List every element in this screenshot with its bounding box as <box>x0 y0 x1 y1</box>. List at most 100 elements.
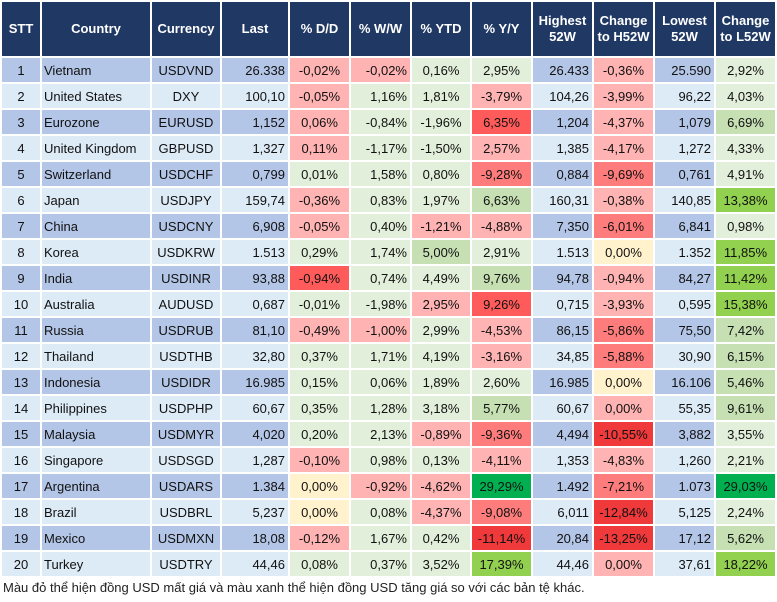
table-row[interactable]: 1 Vietnam USDVND 26.338 -0,02% -0,02% 0,16% 2,9… <box>0 56 777 84</box>
cell-yy: -3,16% <box>470 342 533 370</box>
cell-ch-h52: -7,21% <box>592 472 655 500</box>
header-l52[interactable]: Lowest 52W <box>653 0 716 58</box>
cell-last: 0,799 <box>220 160 290 188</box>
header-ww[interactable]: % W/W <box>349 0 412 58</box>
cell-l52: 0,761 <box>653 160 716 188</box>
cell-ch-h52: -3,93% <box>592 290 655 318</box>
cell-ytd: 3,52% <box>410 550 472 578</box>
cell-h52: 60,67 <box>531 394 594 422</box>
header-stt[interactable]: STT <box>0 0 42 58</box>
cell-ch-h52: -10,55% <box>592 420 655 448</box>
table-row[interactable]: 4 United Kingdom GBPUSD 1,327 0,11% -1,17% -1,… <box>0 134 777 162</box>
table-row[interactable]: 12 Thailand USDTHB 32,80 0,37% 1,71% 4,19% -3,1… <box>0 342 777 370</box>
cell-currency: USDKRW <box>150 238 222 266</box>
cell-ch-h52: 0,00% <box>592 238 655 266</box>
header-h52[interactable]: Highest 52W <box>531 0 594 58</box>
cell-dd: 0,00% <box>288 498 351 526</box>
cell-ww: -1,98% <box>349 290 412 318</box>
table-row[interactable]: 16 Singapore USDSGD 1,287 -0,10% 0,98% 0,13% -4… <box>0 446 777 474</box>
cell-l52: 140,85 <box>653 186 716 214</box>
cell-ww: -0,84% <box>349 108 412 136</box>
table-row[interactable]: 7 China USDCNY 6,908 -0,05% 0,40% -1,21% -4,88%… <box>0 212 777 240</box>
cell-ww: 0,74% <box>349 264 412 292</box>
cell-h52: 34,85 <box>531 342 594 370</box>
cell-yy: -3,79% <box>470 82 533 110</box>
cell-l52: 25.590 <box>653 56 716 84</box>
cell-ch-h52: -6,01% <box>592 212 655 240</box>
cell-ch-h52: -0,38% <box>592 186 655 214</box>
cell-stt: 12 <box>0 342 42 370</box>
cell-currency: EURUSD <box>150 108 222 136</box>
cell-dd: 0,37% <box>288 342 351 370</box>
table-row[interactable]: 11 Russia USDRUB 81,10 -0,49% -1,00% 2,99% -4,5… <box>0 316 777 344</box>
table-row[interactable]: 2 United States DXY 100,10 -0,05% 1,16% 1,81% -… <box>0 82 777 110</box>
table-row[interactable]: 15 Malaysia USDMYR 4,020 0,20% 2,13% -0,89% -9,… <box>0 420 777 448</box>
table-row[interactable]: 6 Japan USDJPY 159,74 -0,36% 0,83% 1,97% 6,63% 1… <box>0 186 777 214</box>
table-row[interactable]: 9 India USDINR 93,88 -0,94% 0,74% 4,49% 9,76% 94… <box>0 264 777 292</box>
cell-ytd: 3,18% <box>410 394 472 422</box>
header-dd[interactable]: % D/D <box>288 0 351 58</box>
header-ch-h52[interactable]: Change to H52W <box>592 0 655 58</box>
cell-dd: 0,08% <box>288 550 351 578</box>
table-row[interactable]: 8 Korea USDKRW 1.513 0,29% 1,74% 5,00% 2,91% 1.5… <box>0 238 777 266</box>
cell-last: 18,08 <box>220 524 290 552</box>
cell-country: Korea <box>40 238 152 266</box>
table-row[interactable]: 14 Philippines USDPHP 60,67 0,35% 1,28% 3,18% 5… <box>0 394 777 422</box>
table-row[interactable]: 3 Eurozone EURUSD 1,152 0,06% -0,84% -1,96% 6,3… <box>0 108 777 136</box>
cell-stt: 18 <box>0 498 42 526</box>
cell-h52: 1,204 <box>531 108 594 136</box>
header-yy[interactable]: % Y/Y <box>470 0 533 58</box>
table-row[interactable]: 13 Indonesia USDIDR 16.985 0,15% 0,06% 1,89% 2,… <box>0 368 777 396</box>
table-row[interactable]: 5 Switzerland USDCHF 0,799 0,01% 1,58% 0,80% -9… <box>0 160 777 188</box>
cell-ytd: 2,95% <box>410 290 472 318</box>
cell-ch-l52: 11,42% <box>714 264 777 292</box>
cell-stt: 8 <box>0 238 42 266</box>
header-currency[interactable]: Currency <box>150 0 222 58</box>
header-ch-l52[interactable]: Change to L52W <box>714 0 777 58</box>
cell-dd: -0,02% <box>288 56 351 84</box>
cell-ch-l52: 0,98% <box>714 212 777 240</box>
cell-currency: USDMXN <box>150 524 222 552</box>
cell-stt: 3 <box>0 108 42 136</box>
table-row[interactable]: 10 Australia AUDUSD 0,687 -0,01% -1,98% 2,95% 9… <box>0 290 777 318</box>
cell-yy: -9,28% <box>470 160 533 188</box>
cell-ytd: 1,97% <box>410 186 472 214</box>
cell-ytd: 0,13% <box>410 446 472 474</box>
footnote: Màu đỏ thể hiện đồng USD mất giá và màu … <box>3 580 585 595</box>
cell-l52: 3,882 <box>653 420 716 448</box>
cell-dd: 0,01% <box>288 160 351 188</box>
cell-country: Philippines <box>40 394 152 422</box>
header-last[interactable]: Last <box>220 0 290 58</box>
cell-ch-l52: 13,38% <box>714 186 777 214</box>
header-country[interactable]: Country <box>40 0 152 58</box>
cell-stt: 10 <box>0 290 42 318</box>
table-row[interactable]: 17 Argentina USDARS 1.384 0,00% -0,92% -4,62% 2… <box>0 472 777 500</box>
cell-h52: 16.985 <box>531 368 594 396</box>
cell-dd: -0,94% <box>288 264 351 292</box>
cell-stt: 4 <box>0 134 42 162</box>
cell-h52: 1.492 <box>531 472 594 500</box>
cell-dd: 0,11% <box>288 134 351 162</box>
cell-h52: 160,31 <box>531 186 594 214</box>
cell-stt: 9 <box>0 264 42 292</box>
cell-last: 1,152 <box>220 108 290 136</box>
cell-last: 159,74 <box>220 186 290 214</box>
cell-ch-h52: 0,00% <box>592 550 655 578</box>
cell-ww: 1,16% <box>349 82 412 110</box>
cell-yy: 2,91% <box>470 238 533 266</box>
table-row[interactable]: 20 Turkey USDTRY 44,46 0,08% 0,37% 3,52% 17,39%… <box>0 550 777 578</box>
header-ytd[interactable]: % YTD <box>410 0 472 58</box>
cell-ww: 1,71% <box>349 342 412 370</box>
cell-ww: 2,13% <box>349 420 412 448</box>
cell-stt: 1 <box>0 56 42 84</box>
cell-last: 32,80 <box>220 342 290 370</box>
cell-l52: 0,595 <box>653 290 716 318</box>
cell-country: Russia <box>40 316 152 344</box>
cell-l52: 96,22 <box>653 82 716 110</box>
cell-l52: 55,35 <box>653 394 716 422</box>
cell-ytd: -4,37% <box>410 498 472 526</box>
cell-currency: USDARS <box>150 472 222 500</box>
table-row[interactable]: 19 Mexico USDMXN 18,08 -0,12% 1,67% 0,42% -11,1… <box>0 524 777 552</box>
table-row[interactable]: 18 Brazil USDBRL 5,237 0,00% 0,08% -4,37% -9,08… <box>0 498 777 526</box>
cell-l52: 16.106 <box>653 368 716 396</box>
